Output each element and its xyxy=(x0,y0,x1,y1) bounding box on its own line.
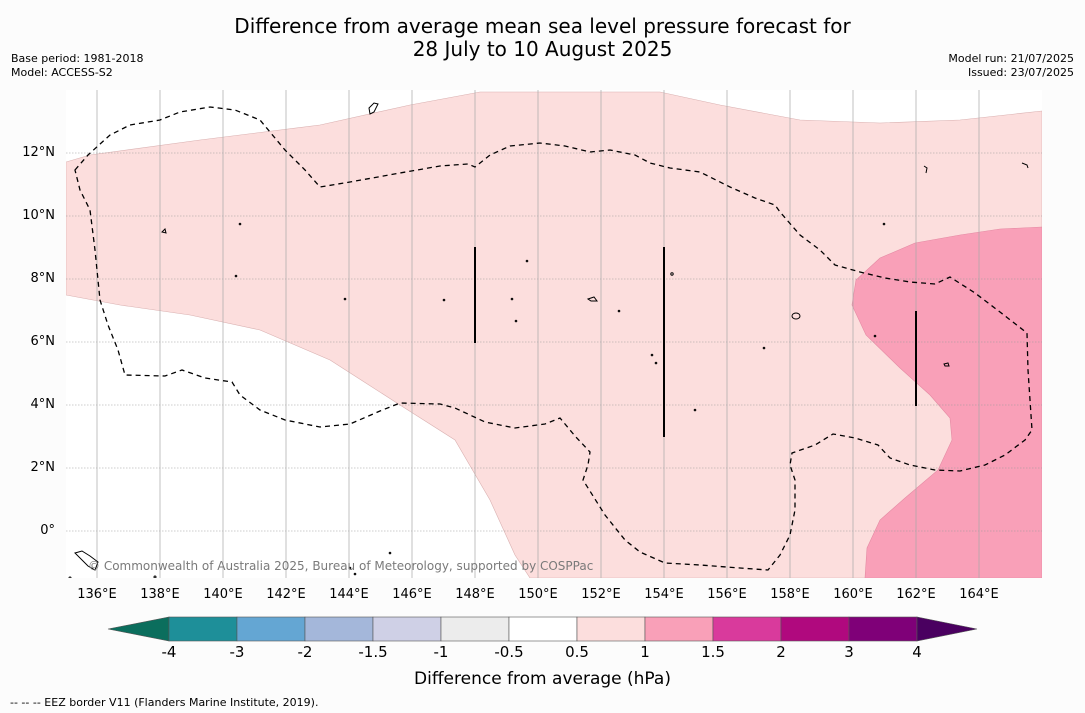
lon-label-154e: 154°E xyxy=(644,587,684,602)
colorbar-extend-high xyxy=(916,616,978,642)
colorbar-label: Difference from average (hPa) xyxy=(414,669,671,689)
colorbar-bin xyxy=(304,616,374,642)
colorbar-tick-label: -3 xyxy=(229,643,245,661)
copyright-notice: © Commonwealth of Australia 2025, Bureau… xyxy=(88,559,594,573)
issued-date: Issued: 23/07/2025 xyxy=(967,66,1074,79)
colorbar-tick-label: 4 xyxy=(912,643,922,661)
colorbar-tick-label: -4 xyxy=(161,643,177,661)
lon-label-138e: 138°E xyxy=(140,587,180,602)
anomaly-region-light xyxy=(66,91,1042,578)
lon-label-158e: 158°E xyxy=(770,587,810,602)
lon-label-144e: 144°E xyxy=(329,587,369,602)
colorbar-bin xyxy=(848,616,918,642)
lat-label-12n: 12°N xyxy=(22,145,55,160)
lat-label-4n: 4°N xyxy=(30,397,56,412)
model-name: Model: ACCESS-S2 xyxy=(11,66,113,79)
lon-label-146e: 146°E xyxy=(392,587,432,602)
lon-label-162e: 162°E xyxy=(896,587,936,602)
lon-label-152e: 152°E xyxy=(581,587,621,602)
colorbar-tick-label: 0.5 xyxy=(565,643,589,661)
lat-label-2n: 2°N xyxy=(30,460,56,475)
colorbar-tick-label: 1.5 xyxy=(701,643,725,661)
lon-label-140e: 140°E xyxy=(203,587,243,602)
colorbar-tick-label: 2 xyxy=(776,643,786,661)
colorbar-bin xyxy=(712,616,782,642)
lon-label-164e: 164°E xyxy=(959,587,999,602)
colorbar-tick-label: -1 xyxy=(433,643,449,661)
colorbar-bin xyxy=(168,616,238,642)
latitude-gridlines xyxy=(66,152,1042,532)
colorbar-tick-label: -0.5 xyxy=(494,643,524,661)
base-period: Base period: 1981-2018 xyxy=(11,52,144,65)
anomaly-region-pink xyxy=(851,226,1042,578)
colorbar-bin xyxy=(780,616,850,642)
colorbar-bin xyxy=(576,616,646,642)
colorbar-bin xyxy=(644,616,714,642)
region-markers xyxy=(474,247,917,437)
islands xyxy=(68,102,1029,578)
colorbar-tick-label: 3 xyxy=(844,643,854,661)
lon-label-150e: 150°E xyxy=(518,587,558,602)
map-title-line2: 28 July to 10 August 2025 xyxy=(412,37,673,61)
colorbar xyxy=(107,616,978,642)
model-run: Model run: 21/07/2025 xyxy=(948,52,1074,65)
longitude-gridlines xyxy=(96,90,980,578)
colorbar-tick-label: 1 xyxy=(640,643,650,661)
lat-label-8n: 8°N xyxy=(30,271,56,286)
colorbar-bin xyxy=(372,616,442,642)
lon-label-156e: 156°E xyxy=(707,587,747,602)
lon-label-160e: 160°E xyxy=(833,587,873,602)
colorbar-tick-label: -2 xyxy=(297,643,313,661)
lon-label-136e: 136°E xyxy=(77,587,117,602)
colorbar-bin xyxy=(508,616,578,642)
colorbar-extend-low xyxy=(107,616,170,642)
lat-label-0: 0° xyxy=(40,523,55,538)
colorbar-bin xyxy=(236,616,306,642)
colorbar-bin xyxy=(440,616,510,642)
eez-footnote: -- -- -- EEZ border V11 (Flanders Marine… xyxy=(10,696,319,709)
lat-label-10n: 10°N xyxy=(22,208,55,223)
colorbar-tick-label: -1.5 xyxy=(358,643,388,661)
lon-label-148e: 148°E xyxy=(455,587,495,602)
lat-label-6n: 6°N xyxy=(30,334,56,349)
map-title-line1: Difference from average mean sea level p… xyxy=(234,14,851,38)
lon-label-142e: 142°E xyxy=(266,587,306,602)
eez-border xyxy=(74,106,1033,571)
